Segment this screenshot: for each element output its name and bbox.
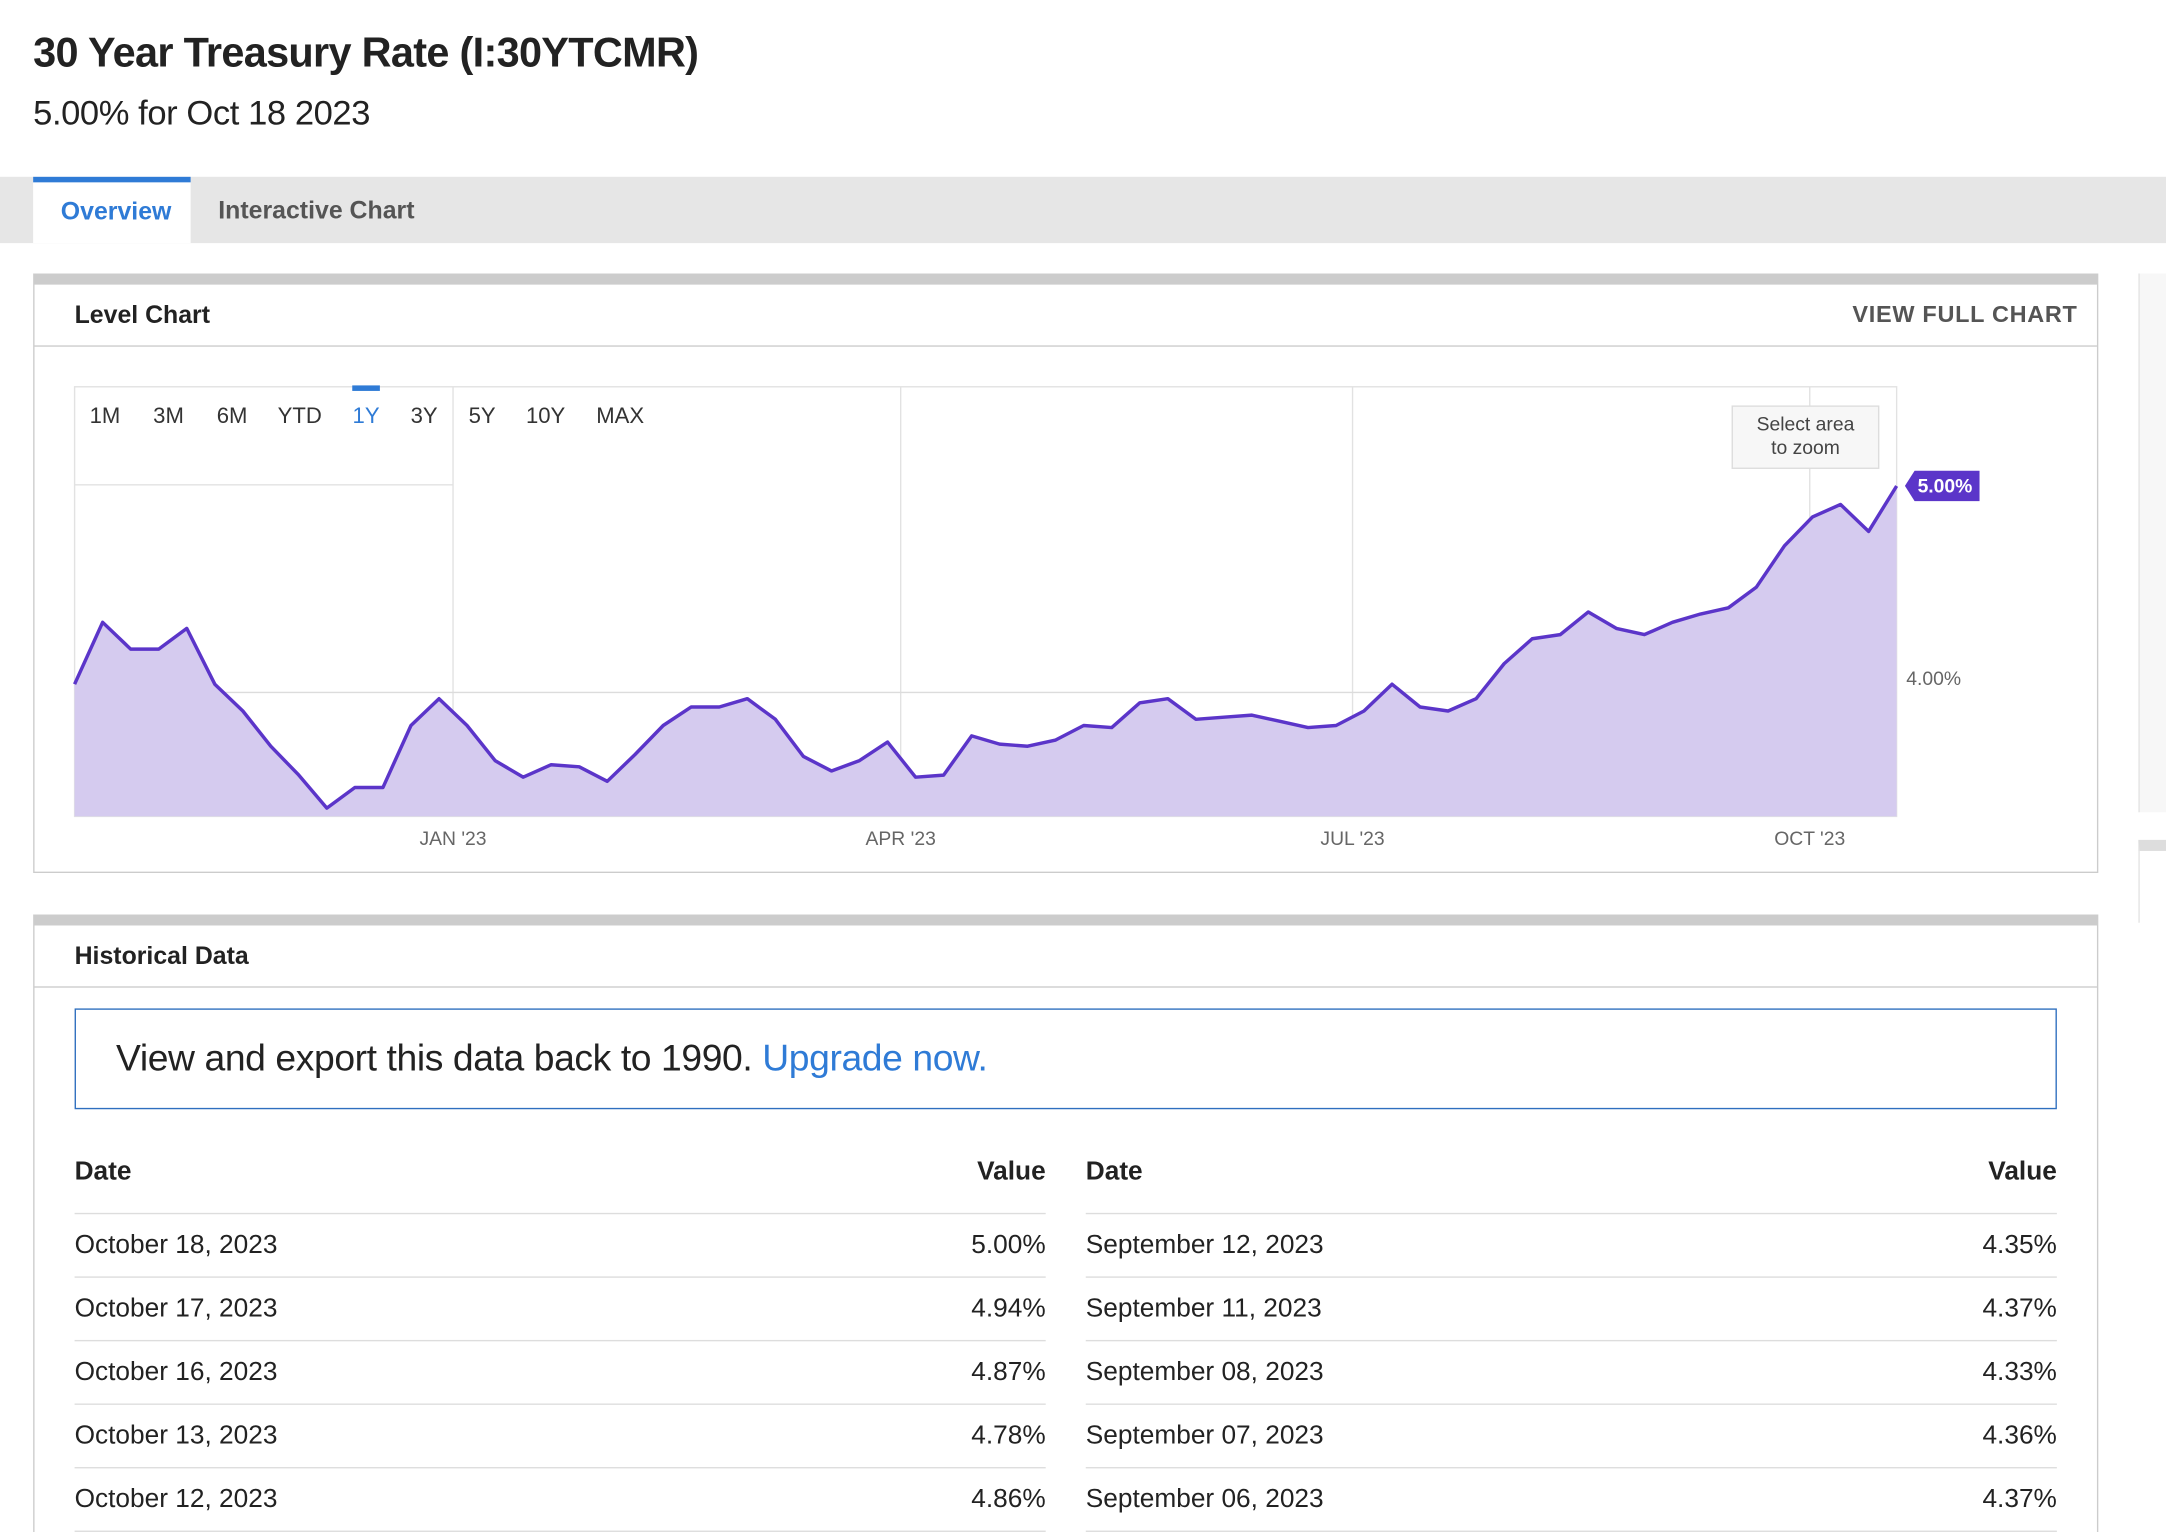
range-button[interactable]: 3M [153, 403, 184, 428]
range-button[interactable]: YTD [278, 403, 322, 428]
table-header: Date Value [1085, 1144, 2057, 1215]
panel-title: Level Chart [74, 301, 211, 329]
date-cell: October 13, 2023 [74, 1421, 278, 1451]
table-row: October 12, 2023 4.86% [74, 1468, 1046, 1532]
table-row: October 16, 2023 4.87% [74, 1341, 1046, 1405]
value-cell: 4.36% [1982, 1421, 2057, 1451]
range-button[interactable]: 1M [90, 403, 121, 428]
range-button[interactable]: 1Y [353, 403, 380, 428]
date-cell: September 12, 2023 [1085, 1230, 1324, 1260]
x-tick-label: JUL '23 [1320, 829, 1384, 850]
range-button[interactable]: 5Y [469, 403, 496, 428]
column-header: Value [1988, 1157, 2057, 1187]
last-value-badge [1904, 470, 1980, 502]
table-row: September 08, 2023 4.33% [1085, 1341, 2057, 1405]
range-button[interactable]: 3Y [411, 403, 438, 428]
column-header: Value [977, 1157, 1046, 1187]
selected-indicator [352, 385, 380, 391]
last-value-label: 5.00% [1918, 476, 1973, 497]
date-cell: September 11, 2023 [1085, 1294, 1322, 1324]
table-row: September 06, 2023 4.37% [1085, 1468, 2057, 1532]
panel-header: Historical Data [34, 926, 2097, 988]
historical-panel: Historical Data [33, 914, 2099, 1532]
value-cell: 4.37% [1982, 1484, 2057, 1514]
area [74, 485, 1897, 817]
zoom-hint-box [1731, 405, 1880, 469]
date-cell: October 16, 2023 [74, 1357, 278, 1387]
column-header: Date [1085, 1157, 1143, 1187]
x-tick-label: APR '23 [866, 829, 936, 850]
range-button[interactable]: 6M [217, 403, 248, 428]
value-cell: 4.87% [971, 1357, 1046, 1387]
view-full-chart[interactable]: VIEW FULL CHART [1852, 301, 2078, 328]
range-button[interactable]: MAX [596, 403, 644, 428]
table-header: Date Value [74, 1144, 1046, 1215]
date-cell: October 17, 2023 [74, 1294, 278, 1324]
date-cell: September 07, 2023 [1085, 1421, 1324, 1451]
tab[interactable]: Interactive Chart [218, 196, 415, 224]
value-cell: 4.33% [1982, 1357, 2057, 1387]
zoom-hint: to zoom [1771, 438, 1840, 459]
line [73, 485, 1899, 810]
page-subtitle: 5.00% for Oct 18 2023 [33, 93, 371, 133]
upgrade-link[interactable]: Upgrade now. [762, 1037, 988, 1079]
side-panel [2138, 273, 2166, 813]
x-tick-label: OCT '23 [1774, 829, 1845, 850]
range-button[interactable]: 10Y [526, 403, 566, 428]
value-cell: 5.00% [971, 1230, 1046, 1260]
date-cell: September 08, 2023 [1085, 1357, 1324, 1387]
date-cell: October 12, 2023 [74, 1484, 278, 1514]
data-table: Date Value September 12, 2023 4.35% Septembe… [1085, 1144, 2057, 1532]
table-row: October 13, 2023 4.78% [74, 1405, 1046, 1469]
date-cell: September 06, 2023 [1085, 1484, 1324, 1514]
panel-header: Level Chart VIEW FULL CHART [34, 285, 2097, 347]
side-panel [2138, 839, 2166, 923]
page-title: 30 Year Treasury Rate (I:30YTCMR) [33, 30, 699, 76]
value-cell: 4.86% [971, 1484, 1046, 1514]
column-header: Date [74, 1157, 132, 1187]
table-row: September 12, 2023 4.35% [1085, 1214, 2057, 1278]
value-cell: 4.37% [1982, 1294, 2057, 1324]
y-tick-label: 4.00% [1906, 669, 1961, 690]
table-row: September 07, 2023 4.36% [1085, 1405, 2057, 1469]
zoom-hint: Select area [1757, 415, 1855, 436]
value-cell: 4.78% [971, 1421, 1046, 1451]
table-row: September 11, 2023 4.37% [1085, 1278, 2057, 1342]
data-table: Date Value October 18, 2023 5.00% October 17… [74, 1144, 1046, 1532]
value-cell: 4.35% [1982, 1230, 2057, 1260]
table-row: October 17, 2023 4.94% [74, 1278, 1046, 1342]
date-cell: October 18, 2023 [74, 1230, 278, 1260]
upgrade-banner: View and export this data back to 1990. … [74, 1008, 2057, 1110]
table-row: October 18, 2023 5.00% [74, 1214, 1046, 1278]
value-cell: 4.94% [971, 1294, 1046, 1324]
tab-bar: Overview Interactive Chart [0, 176, 2166, 244]
banner-text: View and export this data back to 1990. [116, 1037, 753, 1079]
x-tick-label: JAN '23 [419, 829, 486, 850]
panel-title: Historical Data [74, 942, 249, 970]
tab[interactable]: Overview [33, 176, 191, 244]
